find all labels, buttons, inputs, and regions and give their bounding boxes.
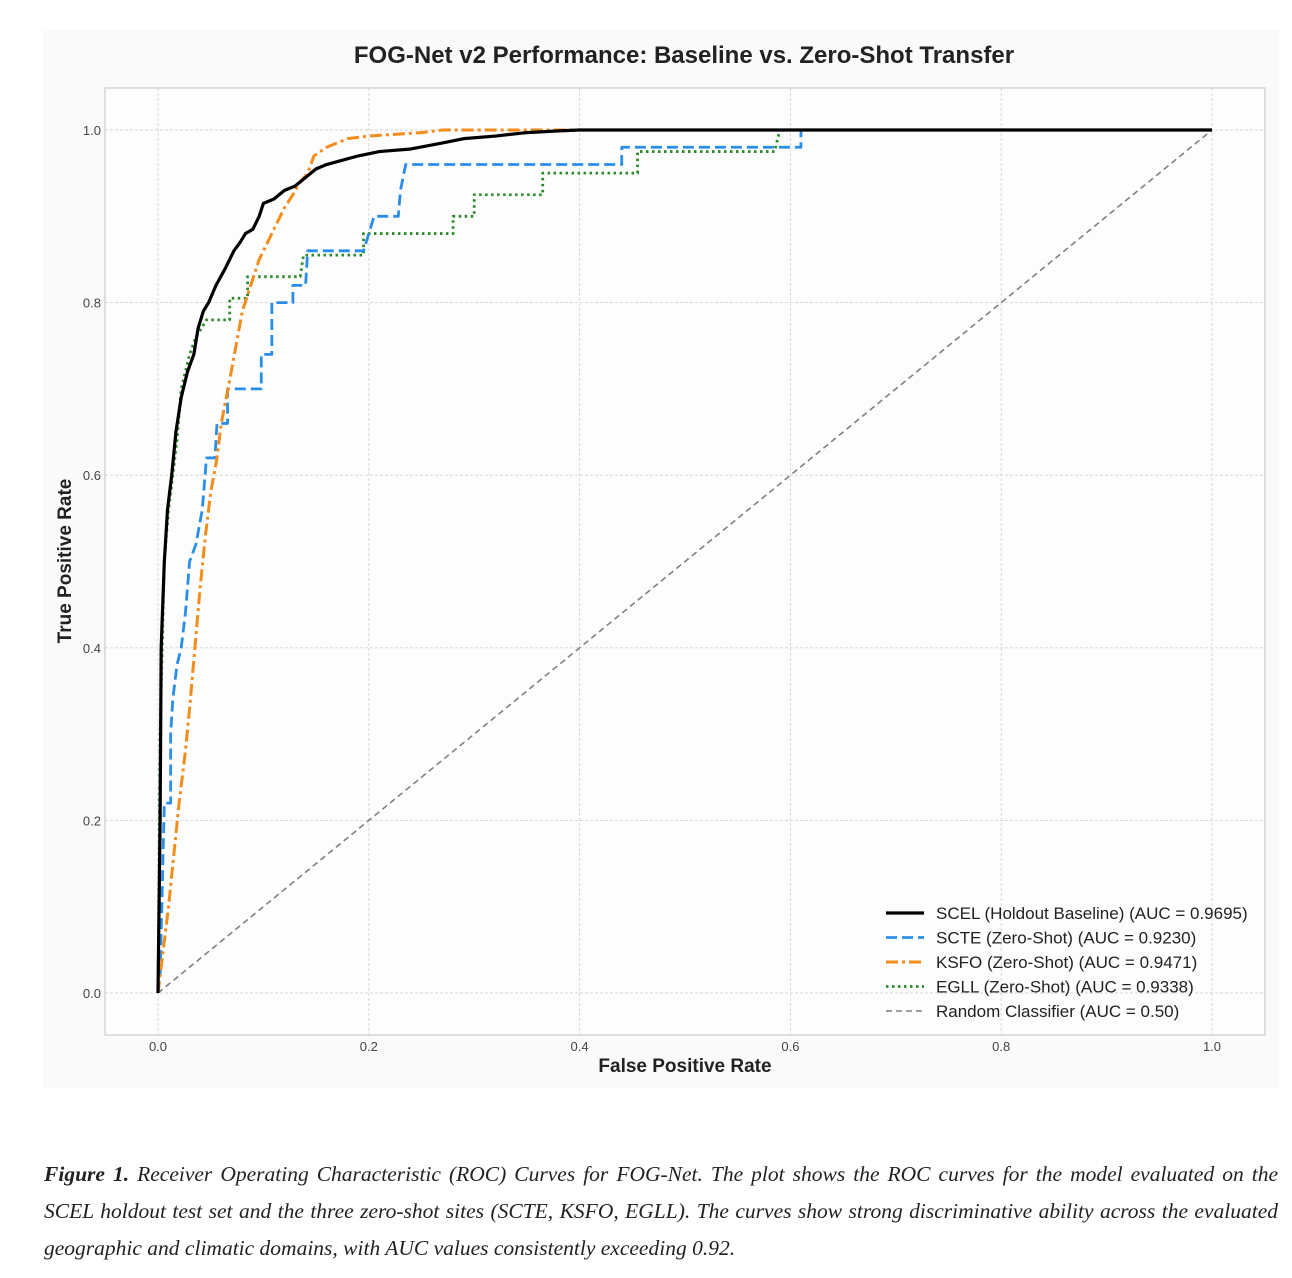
- series-line-random: [157, 129, 1213, 994]
- series-line-scel: [156, 128, 1212, 994]
- x-axis-label: False Positive Rate: [598, 1056, 771, 1077]
- tick-labels: 0.0 0.2 0.4 0.6 0.8 1.0 0.0 0.2 0.4 0.6 0.8 1.0: [83, 123, 1221, 1054]
- series-lines: [156, 128, 1213, 994]
- y-tick-label: 0.8: [83, 296, 101, 311]
- legend: SCEL (Holdout Baseline) (AUC = 0.9695) SC…: [886, 904, 1248, 1021]
- legend-label: Random Classifier (AUC = 0.50): [936, 1002, 1179, 1021]
- legend-label: KSFO (Zero-Shot) (AUC = 0.9471): [936, 953, 1197, 972]
- legend-label: SCEL (Holdout Baseline) (AUC = 0.9695): [936, 904, 1248, 923]
- y-tick-label: 0.6: [83, 468, 101, 483]
- y-tick-label: 0.2: [83, 813, 101, 828]
- chart-title: FOG-Net v2 Performance: Baseline vs. Zer…: [354, 42, 1014, 69]
- x-tick-label: 0.6: [781, 1039, 799, 1054]
- roc-chart: FOG-Net v2 Performance: Baseline vs. Zer…: [55, 42, 1266, 1077]
- x-tick-label: 0.8: [992, 1039, 1010, 1054]
- figure-caption: Figure 1. Receiver Operating Characteris…: [44, 1156, 1278, 1267]
- x-tick-label: 0.2: [360, 1039, 378, 1054]
- y-tick-label: 1.0: [83, 123, 101, 138]
- legend-label: EGLL (Zero-Shot) (AUC = 0.9338): [936, 978, 1194, 997]
- x-tick-label: 1.0: [1203, 1039, 1221, 1054]
- series-line-ksfo: [156, 128, 1212, 994]
- y-axis-label: True Positive Rate: [55, 479, 76, 644]
- y-tick-label: 0.0: [83, 986, 101, 1001]
- y-tick-label: 0.4: [83, 641, 101, 656]
- legend-label: SCTE (Zero-Shot) (AUC = 0.9230): [936, 929, 1196, 948]
- series-line-scte: [156, 128, 1212, 994]
- x-tick-label: 0.0: [149, 1039, 167, 1054]
- caption-label: Figure 1.: [44, 1162, 130, 1186]
- caption-text: Receiver Operating Characteristic (ROC) …: [44, 1162, 1279, 1260]
- x-tick-label: 0.4: [571, 1039, 589, 1054]
